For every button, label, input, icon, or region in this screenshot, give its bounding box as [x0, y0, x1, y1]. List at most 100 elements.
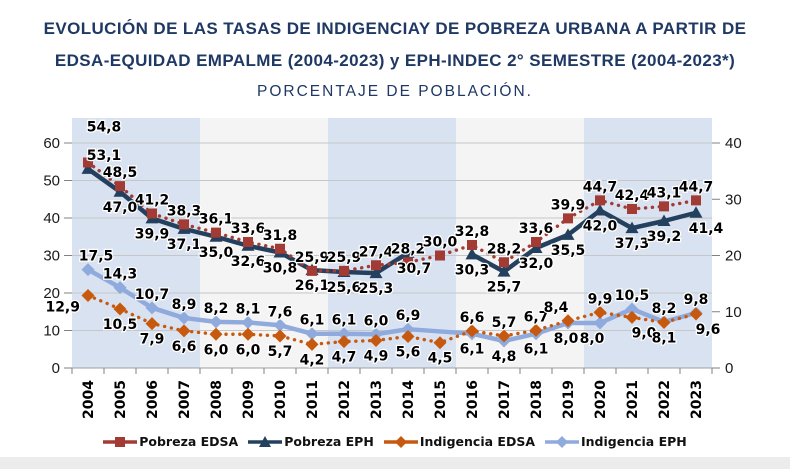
point-label: 41,2 — [135, 193, 170, 209]
point-label: 31,8 — [263, 228, 298, 244]
point-label: 6,9 — [396, 308, 421, 324]
x-axis-year-label: 2010 — [273, 380, 289, 419]
legend-item-pobreza-eph: Pobreza EPH — [248, 434, 374, 449]
marker-indigencia-eph — [241, 315, 255, 329]
marker-indigencia-edsa — [529, 323, 543, 337]
x-axis-year-label: 2015 — [433, 380, 449, 419]
point-label: 27,4 — [359, 244, 394, 260]
marker-indigencia-eph — [145, 301, 159, 315]
point-label: 25,6 — [327, 280, 362, 296]
marker-indigencia-edsa — [593, 305, 607, 319]
marker-pobreza-edsa — [243, 237, 253, 247]
point-label: 35,0 — [199, 245, 234, 261]
legend-swatch-indigencia-eph — [545, 435, 579, 448]
marker-pobreza-edsa — [307, 265, 317, 276]
point-label: 10,7 — [135, 287, 170, 303]
point-label: 5,6 — [396, 345, 421, 361]
marker-pobreza-edsa — [691, 195, 701, 206]
legend-label: Indigencia EDSA — [419, 434, 535, 449]
marker-pobreza-edsa — [115, 181, 125, 192]
point-label: 9,6 — [696, 322, 721, 338]
y-axis-left-label: 0 — [52, 360, 60, 377]
point-label: 6,1 — [460, 342, 485, 358]
point-label: 6,0 — [236, 342, 261, 358]
point-label: 44,7 — [583, 179, 618, 195]
y-axis-right-label: 40 — [725, 135, 742, 152]
x-axis-year-label: 2022 — [657, 380, 673, 419]
point-label: 6,1 — [332, 313, 357, 329]
point-label: 25,3 — [359, 281, 394, 297]
marker-pobreza-eph — [529, 241, 543, 253]
point-label: 30,0 — [423, 235, 458, 251]
marker-pobreza-eph — [593, 204, 607, 216]
point-label: 8,1 — [652, 330, 677, 346]
marker-indigencia-edsa — [657, 315, 671, 329]
point-label: 9,0 — [632, 325, 657, 341]
point-label: 30,8 — [263, 261, 298, 277]
marker-pobreza-edsa — [211, 227, 221, 238]
point-label: 33,6 — [231, 221, 266, 237]
point-label: 7,9 — [140, 332, 165, 348]
marker-pobreza-eph — [561, 228, 575, 240]
point-label: 8,2 — [652, 301, 677, 317]
marker-indigencia-edsa — [401, 330, 415, 343]
chart-title-block: EVOLUCIÓN DE LAS TASAS DE INDIGENCIAY DE… — [0, 13, 790, 107]
plot-band — [328, 118, 456, 368]
x-axis-year-label: 2004 — [81, 380, 97, 419]
marker-pobreza-edsa — [659, 201, 669, 212]
marker-pobreza-edsa — [563, 213, 573, 224]
marker-indigencia-eph — [273, 318, 287, 332]
point-label: 4,5 — [428, 351, 453, 367]
marker-pobreza-edsa — [179, 219, 189, 230]
point-label: 33,6 — [519, 221, 554, 237]
legend-item-indigencia-eph: Indigencia EPH — [545, 434, 687, 449]
marker-pobreza-edsa — [467, 240, 477, 250]
marker-pobreza-edsa — [147, 208, 157, 219]
x-axis-year-label: 2007 — [177, 380, 193, 419]
marker-pobreza-eph — [369, 266, 383, 279]
x-axis-year-label: 2006 — [145, 380, 161, 419]
y-axis-left-label: 60 — [43, 135, 60, 152]
point-label: 32,6 — [231, 254, 266, 270]
marker-indigencia-edsa — [305, 337, 319, 351]
point-label: 6,1 — [524, 342, 549, 358]
marker-pobreza-eph — [689, 206, 703, 218]
point-label: 8,2 — [204, 301, 229, 317]
footer-strip — [0, 457, 790, 469]
marker-indigencia-eph — [593, 316, 607, 330]
y-axis-right-label: 20 — [725, 248, 742, 265]
chart-subtitle: PORCENTAJE DE POBLACIÓN. — [257, 83, 533, 100]
y-axis-left-label: 30 — [43, 248, 60, 265]
x-axis-year-label: 2019 — [561, 380, 577, 419]
y-axis-left-label: 40 — [43, 210, 60, 227]
marker-pobreza-eph — [465, 247, 479, 260]
point-label: 6,7 — [524, 309, 549, 325]
y-axis-left-label: 50 — [43, 173, 60, 190]
marker-pobreza-eph — [401, 246, 415, 258]
point-label: 36,1 — [199, 212, 234, 228]
point-label: 38,3 — [167, 203, 202, 219]
marker-indigencia-edsa — [561, 314, 575, 328]
legend-swatch-pobreza-eph — [248, 435, 283, 447]
point-label: 6,6 — [460, 310, 485, 326]
marker-indigencia-edsa — [113, 302, 127, 316]
marker-pobreza-eph — [497, 265, 511, 277]
marker-pobreza-eph — [657, 214, 671, 226]
marker-pobreza-edsa — [435, 250, 445, 261]
legend-swatch-indigencia-edsa — [383, 435, 418, 448]
point-label: 42,4 — [615, 188, 650, 204]
point-label: 28,2 — [487, 241, 522, 257]
point-label: 54,8 — [87, 120, 122, 136]
x-axis-year-label: 2014 — [401, 380, 417, 419]
point-label: 10,5 — [615, 288, 650, 304]
marker-pobreza-eph — [625, 221, 639, 234]
point-label: 44,7 — [679, 179, 714, 195]
marker-indigencia-eph — [305, 327, 319, 341]
plot-band — [72, 118, 200, 368]
point-label: 39,9 — [135, 226, 170, 242]
point-label: 8,1 — [236, 301, 261, 317]
marker-indigencia-edsa — [625, 310, 639, 324]
marker-indigencia-edsa — [241, 327, 255, 341]
legend-label: Indigencia EPH — [581, 434, 687, 449]
